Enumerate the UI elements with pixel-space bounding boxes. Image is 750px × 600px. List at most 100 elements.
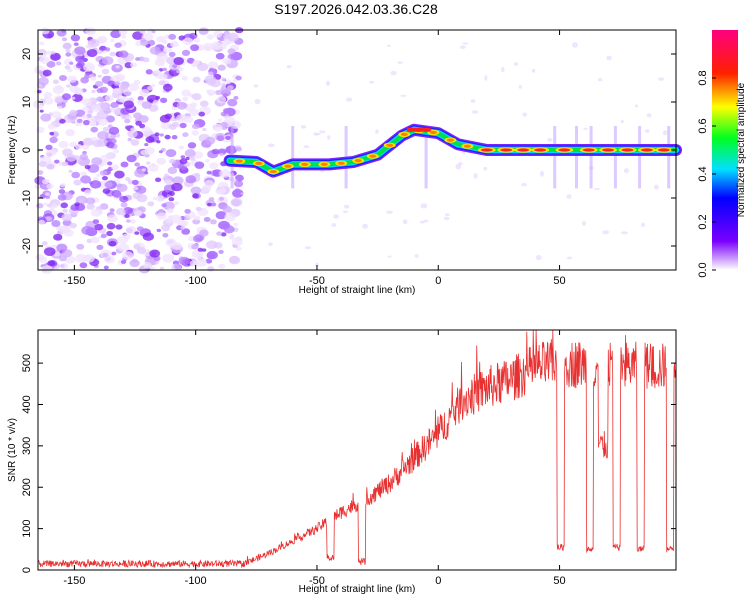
noise-blob [82,98,93,107]
noise-blob [71,171,81,179]
noise-blob [133,186,139,191]
noise-blob [85,197,96,205]
noise-blob [216,231,223,236]
colorbar-tick-label: 0.8 [697,70,709,85]
noise-blob [171,242,182,251]
noise-blob [90,236,100,244]
noise-blob [199,100,209,108]
noise-blob [225,135,232,140]
noise-blob [75,144,83,150]
noise-blob [164,134,171,140]
noise-blob [125,177,131,181]
noise-blob [121,34,127,39]
noise-blob [606,55,612,61]
noise-blob [107,214,118,223]
noise-blob [213,44,220,50]
noise-blob [634,104,639,108]
noise-blob [178,145,185,150]
noise-blob [535,254,542,261]
track-hotspot-core [284,164,292,168]
noise-blob [102,126,110,132]
noise-blob [147,164,159,172]
noise-blob [156,228,161,233]
noise-blob [126,115,133,120]
noise-blob [91,136,98,142]
noise-blob [233,222,238,227]
noise-blob [44,161,56,170]
noise-blob [593,187,601,191]
noise-blob [176,69,181,74]
noise-blob [173,57,184,65]
noise-blob [193,37,201,43]
noise-blob [331,223,337,227]
noise-blob [81,114,88,120]
noise-blob [112,106,124,116]
noise-blob [100,233,107,239]
noise-blob [471,110,479,114]
noise-blob [224,79,232,85]
noise-blob [147,86,153,91]
snr-series-line [37,329,677,569]
track-hotspot-core [255,161,263,165]
noise-blob [73,179,82,186]
noise-blob [37,77,49,86]
noise-blob [362,223,368,229]
noise-blob [303,145,310,149]
noise-blob [160,97,168,104]
noise-blob [420,203,428,209]
noise-blob [572,42,578,48]
noise-blob [96,173,101,177]
noise-blob [114,81,120,86]
noise-blob [207,71,214,76]
noise-streak [613,126,617,189]
noise-blob [176,114,188,123]
noise-blob [160,121,172,130]
noise-blob [112,87,121,95]
colorbar-label: Normalized spectral amplitude [736,82,747,217]
track-hotspot-core [386,143,394,147]
noise-blob [99,170,108,176]
noise-blob [156,35,166,43]
noise-blob [268,242,273,247]
noise-blob [644,129,650,133]
noise-blob [582,221,586,226]
noise-blob [144,171,149,175]
noise-blob [50,52,61,61]
noise-blob [169,158,176,164]
noise-blob [152,197,157,200]
noise-blob [65,52,72,57]
noise-blob [171,263,182,271]
noise-blob [52,79,60,85]
noise-blob [253,84,259,88]
noise-blob [91,89,96,94]
noise-blob [45,216,53,222]
noise-blob [150,83,156,88]
noise-blob [181,228,191,235]
noise-blob [222,205,232,213]
track-hotspot-core [657,148,670,152]
noise-blob [129,259,140,268]
noise-blob [43,202,48,206]
noise-blob [156,212,167,220]
noise-blob [82,119,91,126]
noise-blob [135,120,142,126]
noise-blob [522,112,527,117]
noise-blob [118,50,129,58]
noise-blob [455,163,462,170]
noise-blob [115,207,126,216]
noise-blob [90,126,99,133]
noise-blob [226,85,234,91]
noise-blob [315,262,319,267]
noise-blob [140,149,149,156]
noise-blob [36,203,44,209]
noise-blob [623,168,630,174]
noise-blob [149,46,161,55]
noise-blob [400,94,407,97]
noise-blob [114,42,122,48]
noise-blob [110,38,115,43]
noise-blob [327,135,331,140]
noise-blob [103,265,109,270]
noise-blob [192,93,202,101]
